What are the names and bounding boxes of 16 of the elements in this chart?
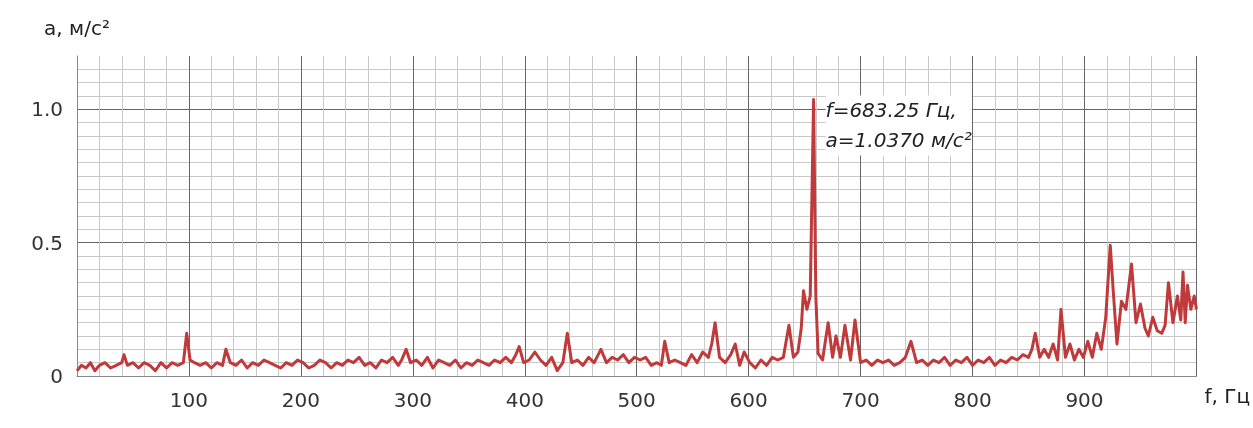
x-tick-label: 700 [841,388,880,412]
x-tick-label: 300 [393,388,432,412]
x-tick-label: 100 [169,388,209,412]
x-tick-label: 900 [1065,388,1104,412]
y-tick-label: 0 [50,364,63,388]
x-axis-title: f, Гц [1204,384,1251,408]
line-series [75,97,1198,373]
x-tick-label: 600 [729,388,768,412]
x-tick-label: 200 [281,388,320,412]
y-tick-label: 1.0 [31,97,63,122]
y-axis-title: a, м/с² [44,16,110,40]
x-tick-label: 500 [617,388,656,412]
x-tick-label: 800 [953,388,992,412]
y-tick-label: 0.5 [31,230,63,255]
x-tick-label: 400 [505,388,544,412]
annotation: f=683.25 Гц, a=1.0370 м/с² [825,98,972,153]
